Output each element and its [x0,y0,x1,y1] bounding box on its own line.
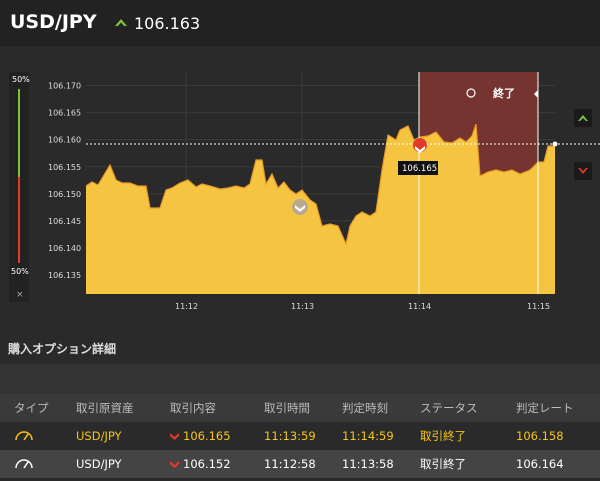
y-tick-label: 106.145 [48,217,81,226]
y-tick-label: 106.170 [48,82,81,91]
content-value: 106.165 [183,429,231,443]
past-trade-marker [292,199,308,215]
type-cell [0,422,76,450]
x-axis: 11:12 11:13 11:14 11:15 [175,302,550,311]
y-tick-label: 106.155 [48,163,81,172]
entry-price-box [398,161,438,175]
type-cell [0,450,76,478]
gauge-down-bar [18,177,20,263]
rate-cell: 106.164 [516,450,600,478]
past-marker-icon [292,199,308,215]
content-value: 106.152 [183,457,231,471]
down-arrow-icon [170,433,179,440]
col-content: 取引内容 [170,394,264,422]
col-judge-time: 判定時刻 [342,394,420,422]
y-axis: 106.170 106.165 106.160 106.155 106.150 106.1… [48,82,81,281]
gauge-top-percent: 50% [12,75,30,84]
down-arrow-icon [578,168,588,174]
table-row[interactable]: USD/JPY 106.152 11:12:58 11:13:58 取引終了 1… [0,450,600,478]
time-cell: 11:12:58 [264,450,342,478]
y-tick-label: 106.150 [48,190,81,199]
price-chart: 50% 50% × 106.170106.165106.160106.15510… [9,72,600,311]
header-bar: USD/JPY 106.163 [0,0,600,46]
table-header-row: タイプ 取引原資産 取引内容 取引時間 判定時刻 ステータス 判定レート [0,394,600,422]
up-arrow-icon [578,115,588,121]
down-arrow-icon [170,461,179,468]
y-tick-label: 106.135 [48,271,81,280]
entry-price-label: 106.165 [402,164,437,174]
judge-cell: 11:14:59 [342,422,420,450]
y-tick-label: 106.160 [48,136,81,145]
asset-cell: USD/JPY [76,422,170,450]
currency-pair-title: USD/JPY [10,11,97,33]
y-tick-label: 106.140 [48,244,81,253]
col-type: タイプ [0,394,76,422]
asset-cell: USD/JPY [76,450,170,478]
col-rate: 判定レート [516,394,600,422]
current-price: 106.163 [134,14,201,33]
rate-cell: 106.158 [516,422,600,450]
status-cell: 取引終了 [420,450,516,478]
put-marker-icon [412,138,427,152]
entry-marker [412,138,427,153]
gauge-bottom-percent: 50% [11,267,29,276]
trade-history-table: タイプ 取引原資産 取引内容 取引時間 判定時刻 ステータス 判定レート USD… [0,394,600,478]
x-tick-label: 11:15 [527,302,550,311]
x-tick-label: 11:12 [175,302,198,311]
gauge-icon [15,458,33,468]
time-cell: 11:13:59 [264,422,342,450]
content-cell: 106.165 [170,422,264,450]
table-row[interactable]: USD/JPY 106.165 11:13:59 11:14:59 取引終了 1… [0,422,600,450]
end-marker-icon [534,90,538,98]
section-spacer [0,364,600,394]
close-gauge-button[interactable]: × [16,290,24,300]
y-tick-label: 106.165 [48,109,81,118]
content-cell: 106.152 [170,450,264,478]
gauge-icon [15,430,33,440]
price-line [85,123,555,246]
col-time: 取引時間 [264,394,342,422]
status-cell: 取引終了 [420,422,516,450]
gauge-up-bar [18,89,20,177]
up-arrow-icon [115,19,127,26]
x-tick-label: 11:13 [291,302,314,311]
section-title: 購入オプション詳細 [8,342,117,356]
down-chevron-icon [295,205,305,212]
clock-icon [466,88,476,98]
expiry-label: 終了 [466,86,538,100]
price-chart-panel: 50% 50% × 106.170 106.165 106.160 106.155 10… [0,46,600,326]
end-label-text: 終了 [493,86,515,100]
down-chevron-icon [415,146,425,153]
current-price-dot [552,141,558,147]
x-tick-label: 11:14 [408,302,431,311]
judge-cell: 11:13:58 [342,450,420,478]
col-status: ステータス [420,394,516,422]
col-asset: 取引原資産 [76,394,170,422]
